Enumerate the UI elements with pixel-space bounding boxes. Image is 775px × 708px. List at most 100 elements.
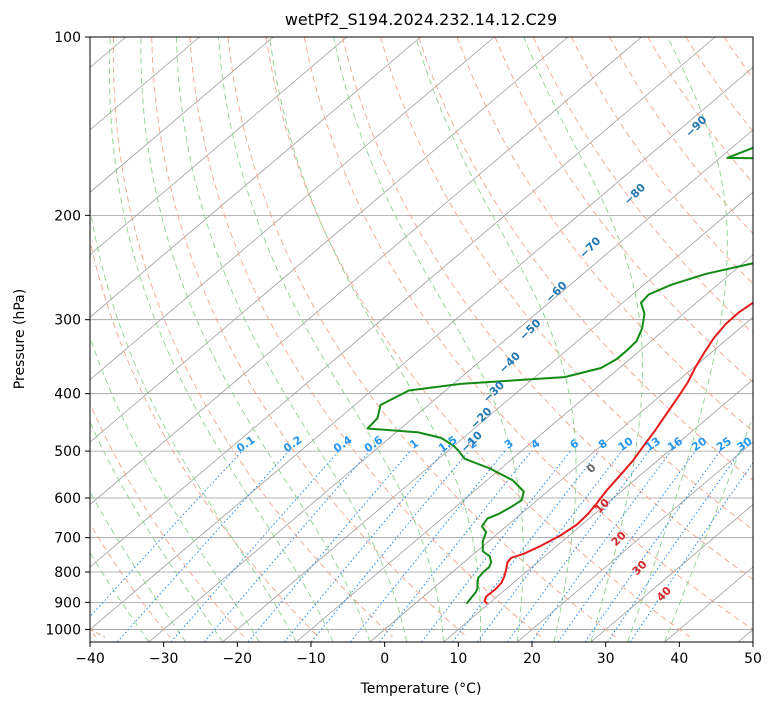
mixing-ratio-line <box>421 450 571 642</box>
temperature-line <box>483 301 753 605</box>
moist-adiabat-line <box>415 37 577 642</box>
x-axis-title: Temperature (°C) <box>360 681 482 697</box>
mixing-ratio-line <box>116 450 290 642</box>
mixing-ratio-line <box>310 450 470 642</box>
y-tick-label: 900 <box>54 595 81 611</box>
y-tick-label: 500 <box>54 444 81 460</box>
isotherm-line <box>664 566 753 642</box>
x-tick-label: 0 <box>380 651 389 667</box>
mixing-ratio-line <box>90 450 243 618</box>
dry-adiabat-label: −20 <box>468 405 495 432</box>
moist-adiabat-line <box>90 205 297 642</box>
dry-adiabat-label: 0 <box>584 461 599 476</box>
mixing-ratio-label: 3 <box>502 437 516 452</box>
y-tick-label: 400 <box>54 387 81 403</box>
y-tick-label: 700 <box>54 531 81 547</box>
mixing-ratio-line <box>170 450 340 642</box>
x-tick-label: 10 <box>449 651 467 667</box>
plot-frame <box>89 36 754 643</box>
mixing-ratio-line <box>584 450 721 642</box>
isotherm-line <box>90 37 274 193</box>
dry-adiabat-label: −100 <box>770 18 775 50</box>
dry-adiabat-line <box>90 522 171 638</box>
dry-adiabat-label: −70 <box>577 234 604 261</box>
isotherm-line <box>90 37 421 318</box>
dry-adiabat-line <box>380 37 753 531</box>
mixing-ratio-line <box>531 450 672 642</box>
mixing-ratio-label: 4 <box>529 437 543 452</box>
mixing-ratio-line <box>203 450 370 642</box>
x-tick-label: 20 <box>523 651 541 667</box>
isotherm-line <box>90 37 569 443</box>
isotherm-line <box>737 628 753 642</box>
isotherm-line <box>90 37 642 506</box>
dry-adiabat-line <box>227 37 616 638</box>
mixing-ratio-label: 8 <box>596 437 610 452</box>
moist-adiabat-line <box>523 37 643 642</box>
dry-adiabat-line <box>112 37 394 638</box>
dry-adiabat-label: −60 <box>543 278 570 305</box>
series-layer <box>366 146 753 605</box>
mixing-ratio-line <box>506 450 650 642</box>
y-tick-label: 200 <box>54 208 81 224</box>
dry-adiabat-label: 30 <box>630 558 650 578</box>
isotherm-line <box>369 316 753 642</box>
moist-adiabat-line <box>109 37 334 642</box>
moist-adiabat-line <box>333 37 524 642</box>
dry-adiabat-line <box>532 37 753 334</box>
x-tick-label: −30 <box>149 651 179 667</box>
mixing-ratio-line <box>557 450 696 642</box>
isotherm-line <box>90 37 495 381</box>
dry-adiabat-line <box>342 37 753 580</box>
mixing-ratio-label: 6 <box>567 437 581 452</box>
y-tick-label: 800 <box>54 565 81 581</box>
y-tick-label: 600 <box>54 491 81 507</box>
isotherm-line <box>222 191 753 642</box>
isotherm-line <box>90 37 716 568</box>
y-axis-ticks: 1000 900 800 700 600 500 400 300 200 100 <box>45 30 90 638</box>
x-tick-label: 30 <box>597 651 615 667</box>
moist-adiabat-line <box>217 37 444 642</box>
y-tick-label: 1000 <box>45 622 81 638</box>
mixing-ratio-label: 0.6 <box>362 433 386 455</box>
dry-adiabat-line <box>418 37 753 481</box>
dry-adiabat-line <box>303 37 753 630</box>
moist-adiabat-line <box>90 552 150 642</box>
mixing-ratio-line <box>452 450 600 642</box>
dry-adiabat-line <box>90 238 319 638</box>
chart-title: wetPf2_S194.2024.232.14.12.C29 <box>285 10 557 30</box>
mixing-ratio-label: 1 <box>407 437 421 452</box>
isotherm-line <box>443 379 753 642</box>
dry-adiabat-line <box>265 37 691 638</box>
dry-adiabat-line <box>189 37 542 638</box>
moist-adiabat-line <box>664 415 753 642</box>
isotherm-line <box>148 129 753 642</box>
mixing-ratio-label: 0.4 <box>331 433 355 455</box>
moist-adiabat-line <box>90 420 223 642</box>
dewpoint-line <box>366 146 753 605</box>
dry-adiabat-label: −40 <box>497 349 524 376</box>
dry-adiabat-label: −50 <box>517 316 544 343</box>
moist-adiabat-line <box>90 335 260 642</box>
y-tick-label: 100 <box>54 30 81 46</box>
x-tick-label: −40 <box>75 651 105 667</box>
dry-adiabat-line <box>494 37 753 383</box>
dry-adiabat-line <box>90 402 245 638</box>
y-tick-label: 300 <box>54 313 81 329</box>
mixing-ratio-line <box>379 450 532 642</box>
mixing-ratio-label: 30 <box>735 434 755 454</box>
background-grid <box>90 37 753 642</box>
isotherm-line <box>590 504 753 642</box>
x-tick-label: 40 <box>670 651 688 667</box>
mixing-ratio-line <box>284 450 445 642</box>
isotherm-line <box>90 37 200 131</box>
y-axis-title: Pressure (hPa) <box>12 289 28 389</box>
isotherm-line <box>90 66 753 630</box>
mixing-ratio-line <box>350 450 506 642</box>
x-tick-label: −10 <box>296 651 326 667</box>
isotherm-line <box>516 441 753 642</box>
moist-adiabat-line <box>140 37 371 642</box>
x-tick-label: −20 <box>223 651 253 667</box>
